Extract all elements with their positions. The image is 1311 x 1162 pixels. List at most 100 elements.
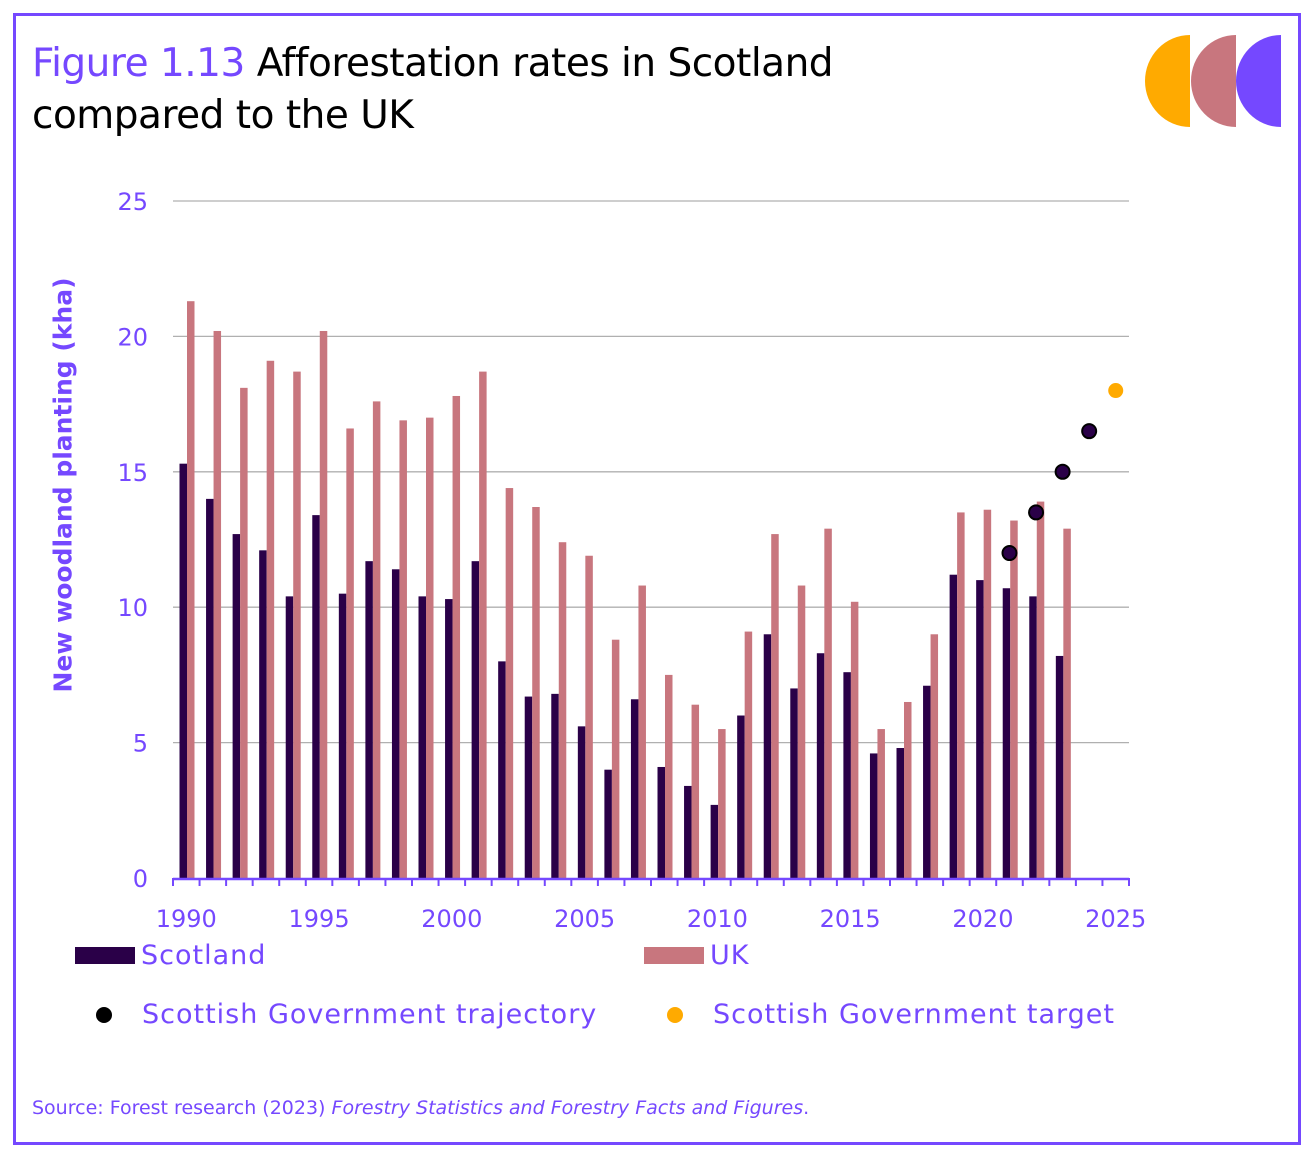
x-axis — [172, 877, 1130, 886]
legend-dot-trajectory — [96, 1006, 112, 1023]
x-tick-label: 2015 — [820, 905, 881, 933]
bar-uk — [611, 639, 620, 878]
legend-dot-target — [667, 1006, 683, 1023]
bar-scotland — [843, 672, 851, 878]
bar-scotland — [365, 561, 373, 878]
figure-number: Figure 1.13 — [32, 41, 245, 86]
bar-uk — [957, 512, 965, 878]
bar-scotland — [976, 580, 984, 878]
legend-item-target: Scottish Government target — [667, 999, 1115, 1030]
bar-scotland — [418, 596, 426, 878]
title-line-1: Afforestation rates in Scotland — [244, 41, 834, 86]
bar-scotland — [763, 634, 772, 878]
bar-uk — [930, 634, 939, 878]
bar-uk — [293, 371, 301, 878]
figure-title: Figure 1.13 Afforestation rates in Scotl… — [32, 38, 834, 142]
bar-uk — [240, 387, 248, 878]
bar-scotland — [312, 515, 320, 878]
bar-scotland — [391, 569, 400, 878]
bar-uk — [266, 360, 275, 879]
bar-uk — [426, 417, 434, 878]
bar-scotland — [471, 561, 480, 878]
target-point — [1108, 383, 1124, 399]
legend-swatch-scotland — [75, 947, 135, 964]
gridlines — [173, 200, 1129, 744]
logo-half-circle-rose — [1191, 35, 1236, 127]
legend-item-trajectory: Scottish Government trajectory — [96, 999, 597, 1030]
bars — [179, 301, 1071, 879]
bar-scotland — [551, 693, 559, 878]
bar-scotland — [790, 688, 798, 878]
legend-swatch-uk — [644, 947, 704, 964]
legend-item-uk: UK — [644, 940, 749, 971]
bar-uk — [877, 729, 885, 878]
bar-scotland — [816, 653, 825, 878]
bar-uk — [983, 509, 992, 878]
bar-scotland — [710, 804, 719, 878]
legend-label-scotland: Scotland — [141, 940, 267, 971]
bar-scotland — [1002, 588, 1011, 878]
y-tick-label: 25 — [117, 188, 148, 216]
y-tick-label: 5 — [133, 730, 148, 758]
bar-scotland — [923, 685, 931, 878]
scatter-points — [1001, 383, 1124, 562]
bar-uk — [904, 701, 912, 878]
bar-scotland — [1055, 655, 1064, 878]
bar-scotland — [577, 726, 586, 878]
bar-scotland — [630, 699, 639, 878]
bar-uk — [505, 488, 514, 878]
bar-uk — [479, 371, 487, 878]
bar-scotland — [657, 766, 665, 878]
x-tick-label: 2010 — [687, 905, 748, 933]
bar-uk — [824, 528, 832, 878]
bar-uk — [585, 555, 593, 878]
bar-scotland — [524, 696, 533, 878]
bar-uk — [213, 330, 222, 878]
trajectory-point — [1081, 423, 1098, 440]
bar-scotland — [1029, 596, 1037, 878]
legend-label-target: Scottish Government target — [713, 999, 1115, 1030]
x-tick-label: 2020 — [952, 905, 1013, 933]
bar-uk — [771, 534, 779, 878]
x-tick-label: 2005 — [554, 905, 615, 933]
bar-scotland — [445, 599, 453, 878]
bar-scotland — [232, 534, 241, 878]
bar-uk — [718, 729, 726, 878]
bar-uk — [744, 631, 753, 878]
bar-scotland — [285, 596, 294, 878]
bar-uk — [346, 428, 354, 878]
bar-uk — [319, 330, 328, 878]
y-tick-label: 20 — [117, 323, 148, 351]
bar-scotland — [896, 748, 904, 878]
bar-uk — [399, 420, 407, 878]
bar-scotland — [869, 753, 878, 878]
bar-scotland — [179, 463, 187, 878]
bar-scotland — [684, 785, 692, 878]
bar-scotland — [604, 769, 612, 878]
bar-scotland — [259, 550, 267, 878]
bar-uk — [1010, 520, 1018, 878]
bar-scotland — [498, 661, 506, 878]
bar-uk — [665, 674, 673, 878]
legend-item-scotland: Scotland — [75, 940, 266, 971]
source-note: Source: Forest research (2023) Forestry … — [32, 1097, 809, 1119]
logo-half-circle-purple — [1236, 35, 1281, 127]
bar-scotland — [949, 574, 958, 878]
y-tick-label: 15 — [117, 459, 148, 487]
figure-frame — [13, 13, 1301, 1145]
bar-uk — [187, 301, 195, 878]
legend-label-uk: UK — [710, 940, 750, 971]
title-line-2: compared to the UK — [32, 93, 414, 138]
source-suffix: . — [803, 1097, 810, 1119]
trajectory-point — [1028, 504, 1045, 521]
trajectory-point — [1054, 463, 1071, 480]
bar-uk — [1036, 501, 1045, 878]
x-tick-label: 2025 — [1085, 905, 1146, 933]
bar-uk — [558, 542, 567, 878]
x-tick-label: 1990 — [156, 905, 217, 933]
y-tick-label: 10 — [117, 594, 148, 622]
source-title: Forestry Statistics and Forestry Facts a… — [331, 1097, 804, 1119]
bar-uk — [1063, 528, 1071, 878]
bar-uk — [452, 395, 461, 878]
half-circles-logo-icon — [1145, 35, 1281, 127]
